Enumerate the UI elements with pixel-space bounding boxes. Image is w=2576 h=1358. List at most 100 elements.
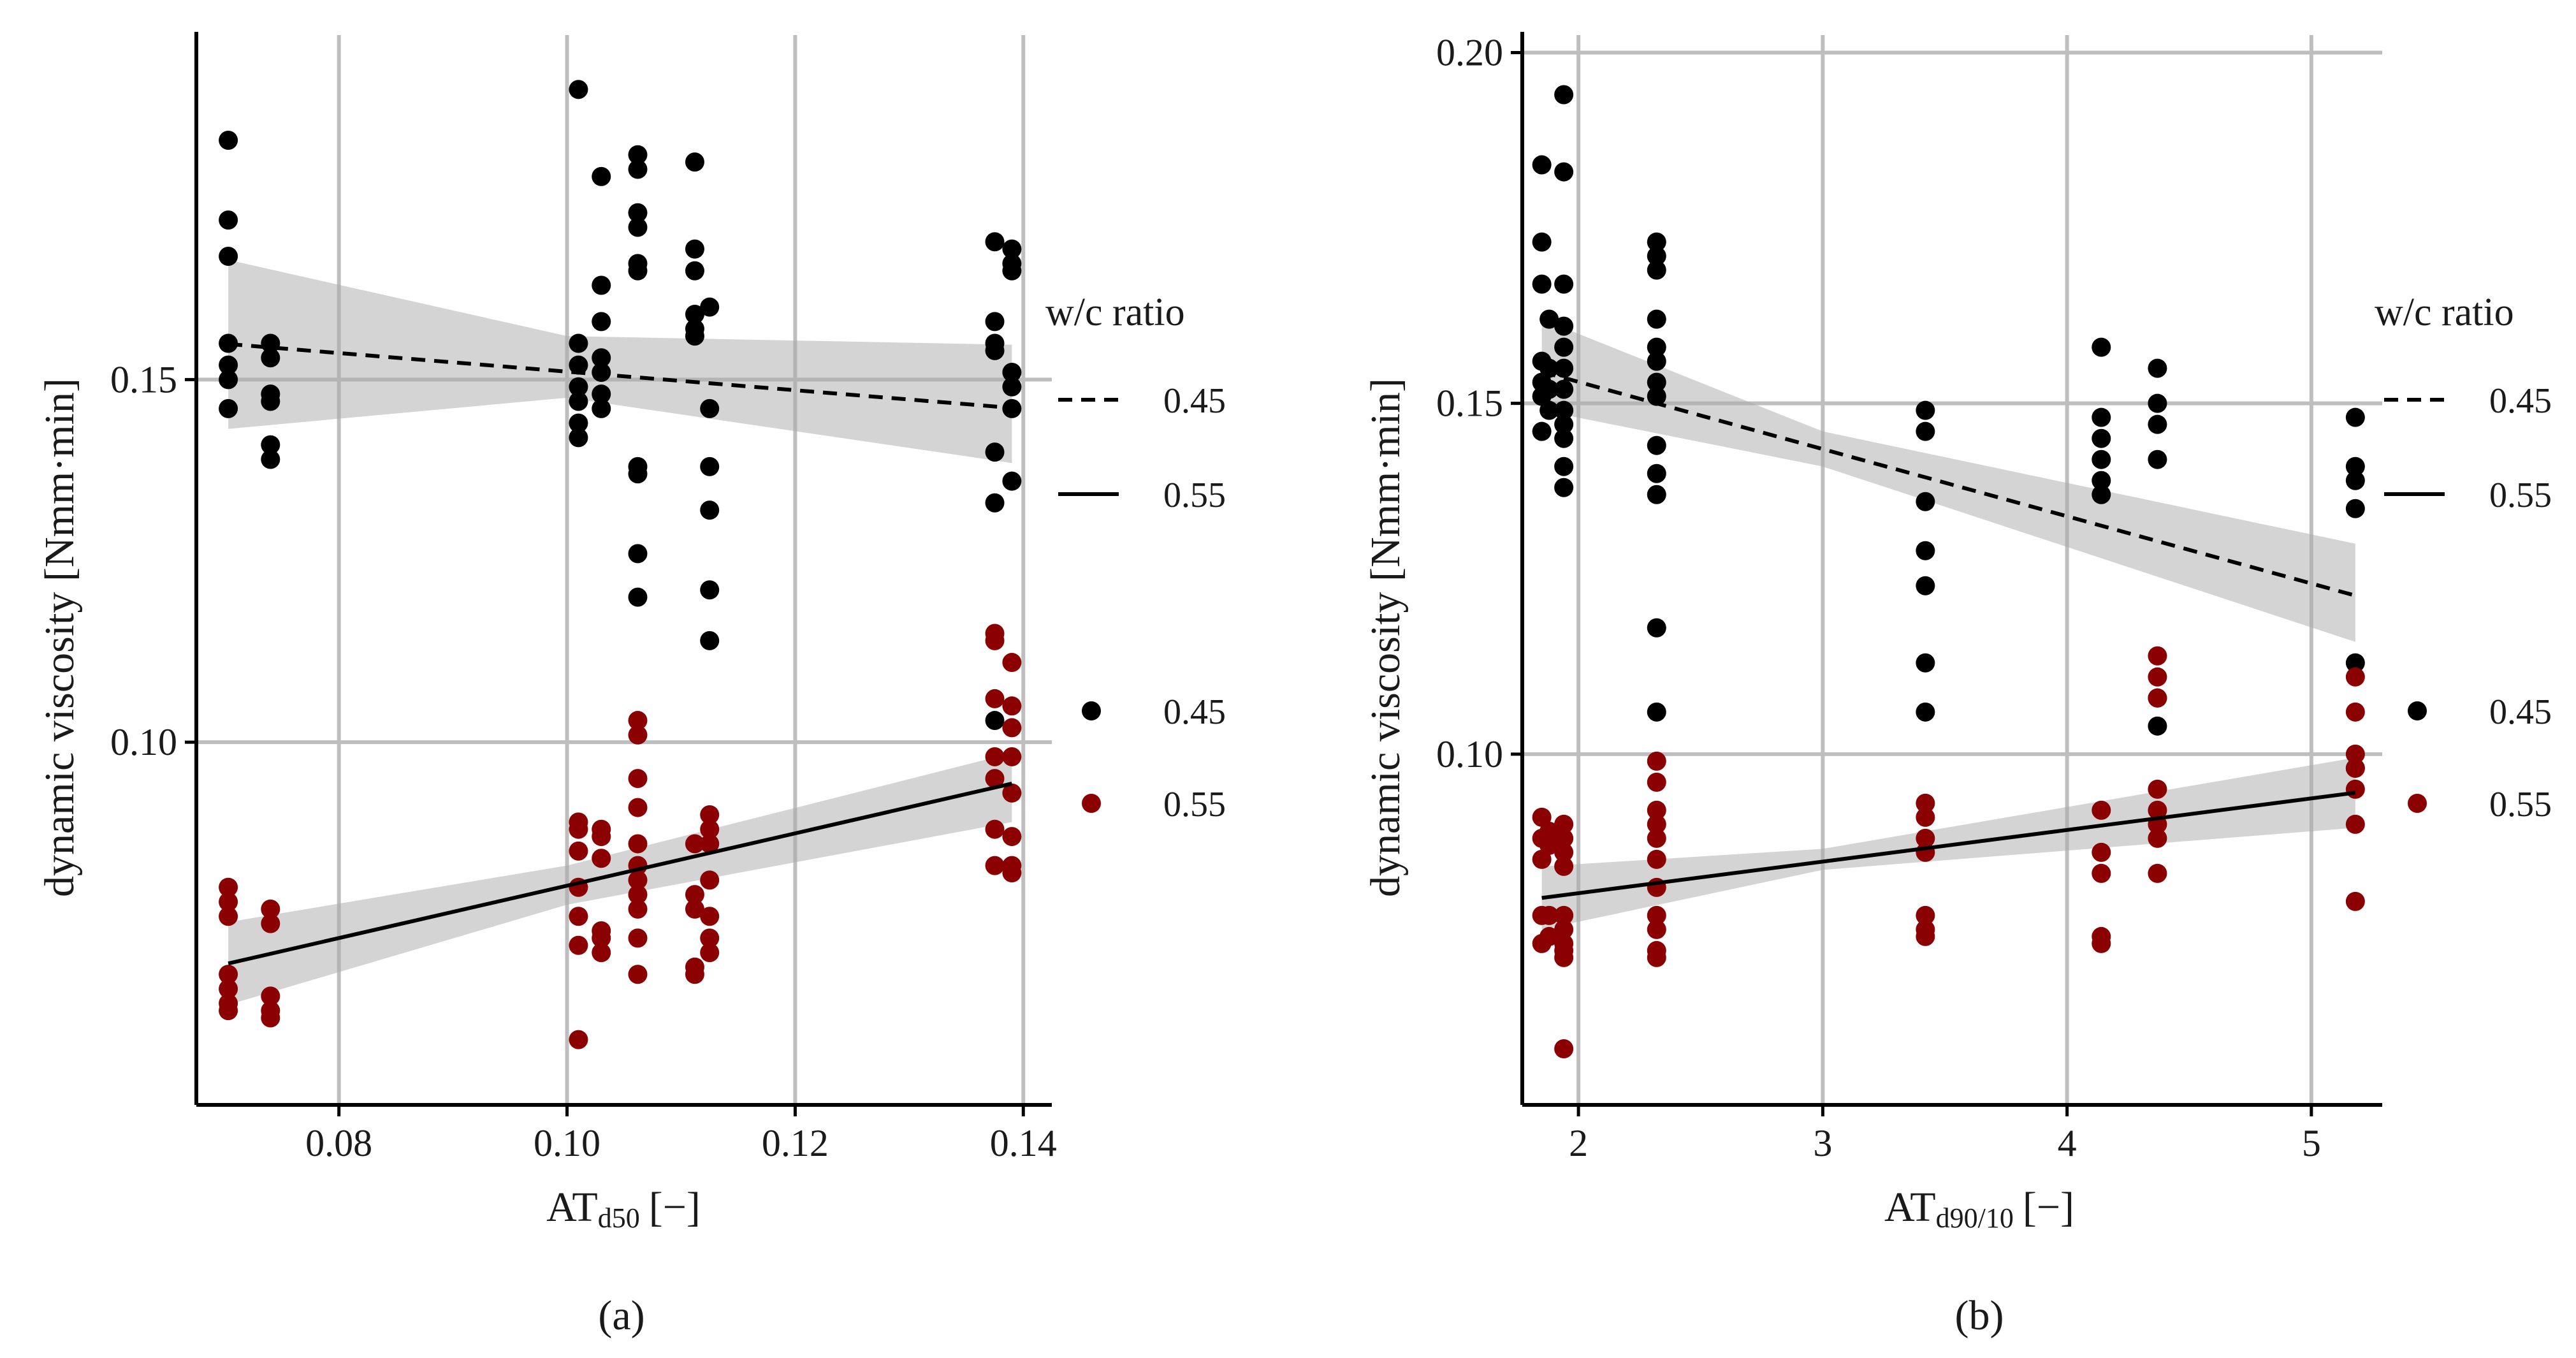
panel-b-point-0.55 xyxy=(2092,863,2111,883)
panel-a-point-0.55 xyxy=(985,819,1005,839)
panel-a-point-0.55 xyxy=(985,769,1005,789)
panel-a-point-0.55 xyxy=(628,834,648,854)
panel-a-point-0.55 xyxy=(700,928,720,948)
panel-a-point-0.45 xyxy=(700,580,720,600)
panel-a-point-0.55 xyxy=(628,885,648,905)
panel-a-y-tick-label: 0.15 xyxy=(110,358,177,400)
panel-a-point-0.45 xyxy=(592,275,611,295)
panel-b-point-0.45 xyxy=(1647,464,1666,483)
panel-b-point-0.55 xyxy=(2148,828,2167,848)
panel-b-point-0.45 xyxy=(1647,435,1666,455)
panel-a-point-0.55 xyxy=(685,965,704,984)
panel-a-point-0.55 xyxy=(700,834,720,854)
panel-b-point-0.55 xyxy=(1647,751,1666,771)
panel-b-legend-line-label: 0.45 xyxy=(2489,381,2552,421)
panel-b-point-0.55 xyxy=(1647,947,1666,967)
panel-a-point-0.45 xyxy=(685,261,704,281)
panel-a-point-0.45 xyxy=(219,370,238,390)
panel-a-point-0.45 xyxy=(219,355,238,375)
panel-a-point-0.45 xyxy=(261,348,280,368)
panel-b-point-0.55 xyxy=(2345,667,2365,687)
panel-b-label: (b) xyxy=(1955,1292,2004,1339)
panel-a-point-0.45 xyxy=(1002,471,1022,491)
panel-a-point-0.45 xyxy=(592,384,611,404)
panel-b-point-0.45 xyxy=(2148,358,2167,378)
panel-a-point-0.45 xyxy=(219,130,238,150)
panel-a-point-0.45 xyxy=(985,232,1005,252)
panel-b-point-0.55 xyxy=(2092,842,2111,862)
panel-b-point-0.55 xyxy=(1554,842,1574,862)
panel-a-point-0.55 xyxy=(628,798,648,817)
panel-b-point-0.55 xyxy=(2345,702,2365,722)
panel-a-point-0.55 xyxy=(700,819,720,839)
panel-a-point-0.45 xyxy=(985,493,1005,513)
panel-b-point-0.45 xyxy=(1554,337,1574,357)
panel-b-ci-band-0.45 xyxy=(1541,319,2355,642)
panel-b-point-0.55 xyxy=(1539,926,1559,946)
panel-b-point-0.45 xyxy=(1532,232,1552,252)
panel-b-point-0.45 xyxy=(1554,358,1574,378)
panel-a-point-0.55 xyxy=(569,935,588,955)
panel-b-point-0.45 xyxy=(2345,407,2365,427)
panel-a-point-0.45 xyxy=(592,348,611,368)
panel-a-plot-area: 0.08 0.10 0.12 0.14 0.10 0.15 0.45 0.55 0.45 0.55 xyxy=(110,32,1226,1164)
panel-b-point-0.45 xyxy=(2148,716,2167,736)
panel-b-legend-point-0.55 xyxy=(2408,794,2427,813)
panel-a-point-0.55 xyxy=(219,907,238,926)
panel-b-point-0.45 xyxy=(2345,653,2365,673)
panel-a-point-0.45 xyxy=(628,145,648,164)
panel-b-point-0.55 xyxy=(1554,919,1574,939)
panel-b-point-0.45 xyxy=(1554,379,1574,399)
panel-b-x-tick-label: 2 xyxy=(1569,1122,1588,1164)
panel-b-point-0.45 xyxy=(1554,316,1574,336)
panel-b-point-0.45 xyxy=(1647,372,1666,392)
panel-a-point-0.45 xyxy=(569,428,588,448)
panel-a-point-0.55 xyxy=(1002,783,1022,803)
panel-a-point-0.45 xyxy=(569,333,588,353)
panel-a-point-0.55 xyxy=(1002,653,1022,673)
panel-a-point-0.55 xyxy=(628,928,648,948)
panel-a-point-0.55 xyxy=(569,907,588,926)
panel-a-x-tick-label: 0.14 xyxy=(990,1122,1057,1164)
panel-b-y-tick-label: 0.10 xyxy=(1436,733,1503,775)
panel-a-point-0.45 xyxy=(219,210,238,230)
panel-a-point-0.45 xyxy=(700,631,720,650)
panel-b-point-0.45 xyxy=(1554,400,1574,420)
panel-b-point-0.55 xyxy=(1554,905,1574,925)
panel-a-point-0.55 xyxy=(700,870,720,890)
panel-b-point-0.55 xyxy=(1554,1039,1574,1058)
panel-a-legend-line-label: 0.55 xyxy=(1163,476,1226,515)
panel-a-point-0.45 xyxy=(219,246,238,266)
panel-a-point-0.45 xyxy=(685,152,704,172)
panel-a-point-0.45 xyxy=(261,449,280,469)
panel-b-point-0.45 xyxy=(1554,162,1574,182)
panel-a-legend-point-label: 0.45 xyxy=(1163,692,1226,732)
panel-b-legend-point-label: 0.55 xyxy=(2489,785,2552,824)
panel-b-point-0.55 xyxy=(2148,688,2167,708)
panel-a-chart: 0.08 0.10 0.12 0.14 0.10 0.15 0.45 0.55 0.45 0.55… xyxy=(36,32,1226,1339)
panel-b-point-0.45 xyxy=(1539,400,1559,420)
panel-a-point-0.55 xyxy=(261,986,280,1006)
panel-b-point-0.45 xyxy=(1647,260,1666,280)
panel-b-point-0.45 xyxy=(1916,702,1935,722)
panel-b-x-axis-label: ATd90/10 [−] xyxy=(1884,1184,2074,1234)
panel-a-point-0.55 xyxy=(569,841,588,861)
panel-b-point-0.55 xyxy=(1539,905,1559,925)
panel-b-point-0.55 xyxy=(2345,779,2365,799)
panel-a-point-0.55 xyxy=(592,943,611,963)
panel-a-point-0.55 xyxy=(628,899,648,919)
panel-a-point-0.45 xyxy=(1002,362,1022,382)
panel-b-chart: 2 3 4 5 0.10 0.15 0.20 0.45 0.55 0.45 0.55 dynamic… xyxy=(1362,32,2552,1339)
panel-a-point-0.55 xyxy=(700,907,720,926)
panel-b-point-0.45 xyxy=(1554,85,1574,105)
panel-a-point-0.55 xyxy=(219,1001,238,1021)
panel-b-point-0.55 xyxy=(1554,856,1574,876)
panel-b-point-0.55 xyxy=(2092,800,2111,820)
panel-b-point-0.45 xyxy=(1647,309,1666,329)
panel-a-point-0.45 xyxy=(700,297,720,317)
panel-a-point-0.55 xyxy=(569,1030,588,1049)
panel-b-point-0.45 xyxy=(1532,274,1552,294)
panel-b-y-axis-label: dynamic viscosity [Nmm·min] xyxy=(1362,378,1409,897)
panel-a-fit-line-0.45 xyxy=(228,342,1012,410)
panel-b-x-tick-label: 4 xyxy=(2058,1122,2077,1164)
